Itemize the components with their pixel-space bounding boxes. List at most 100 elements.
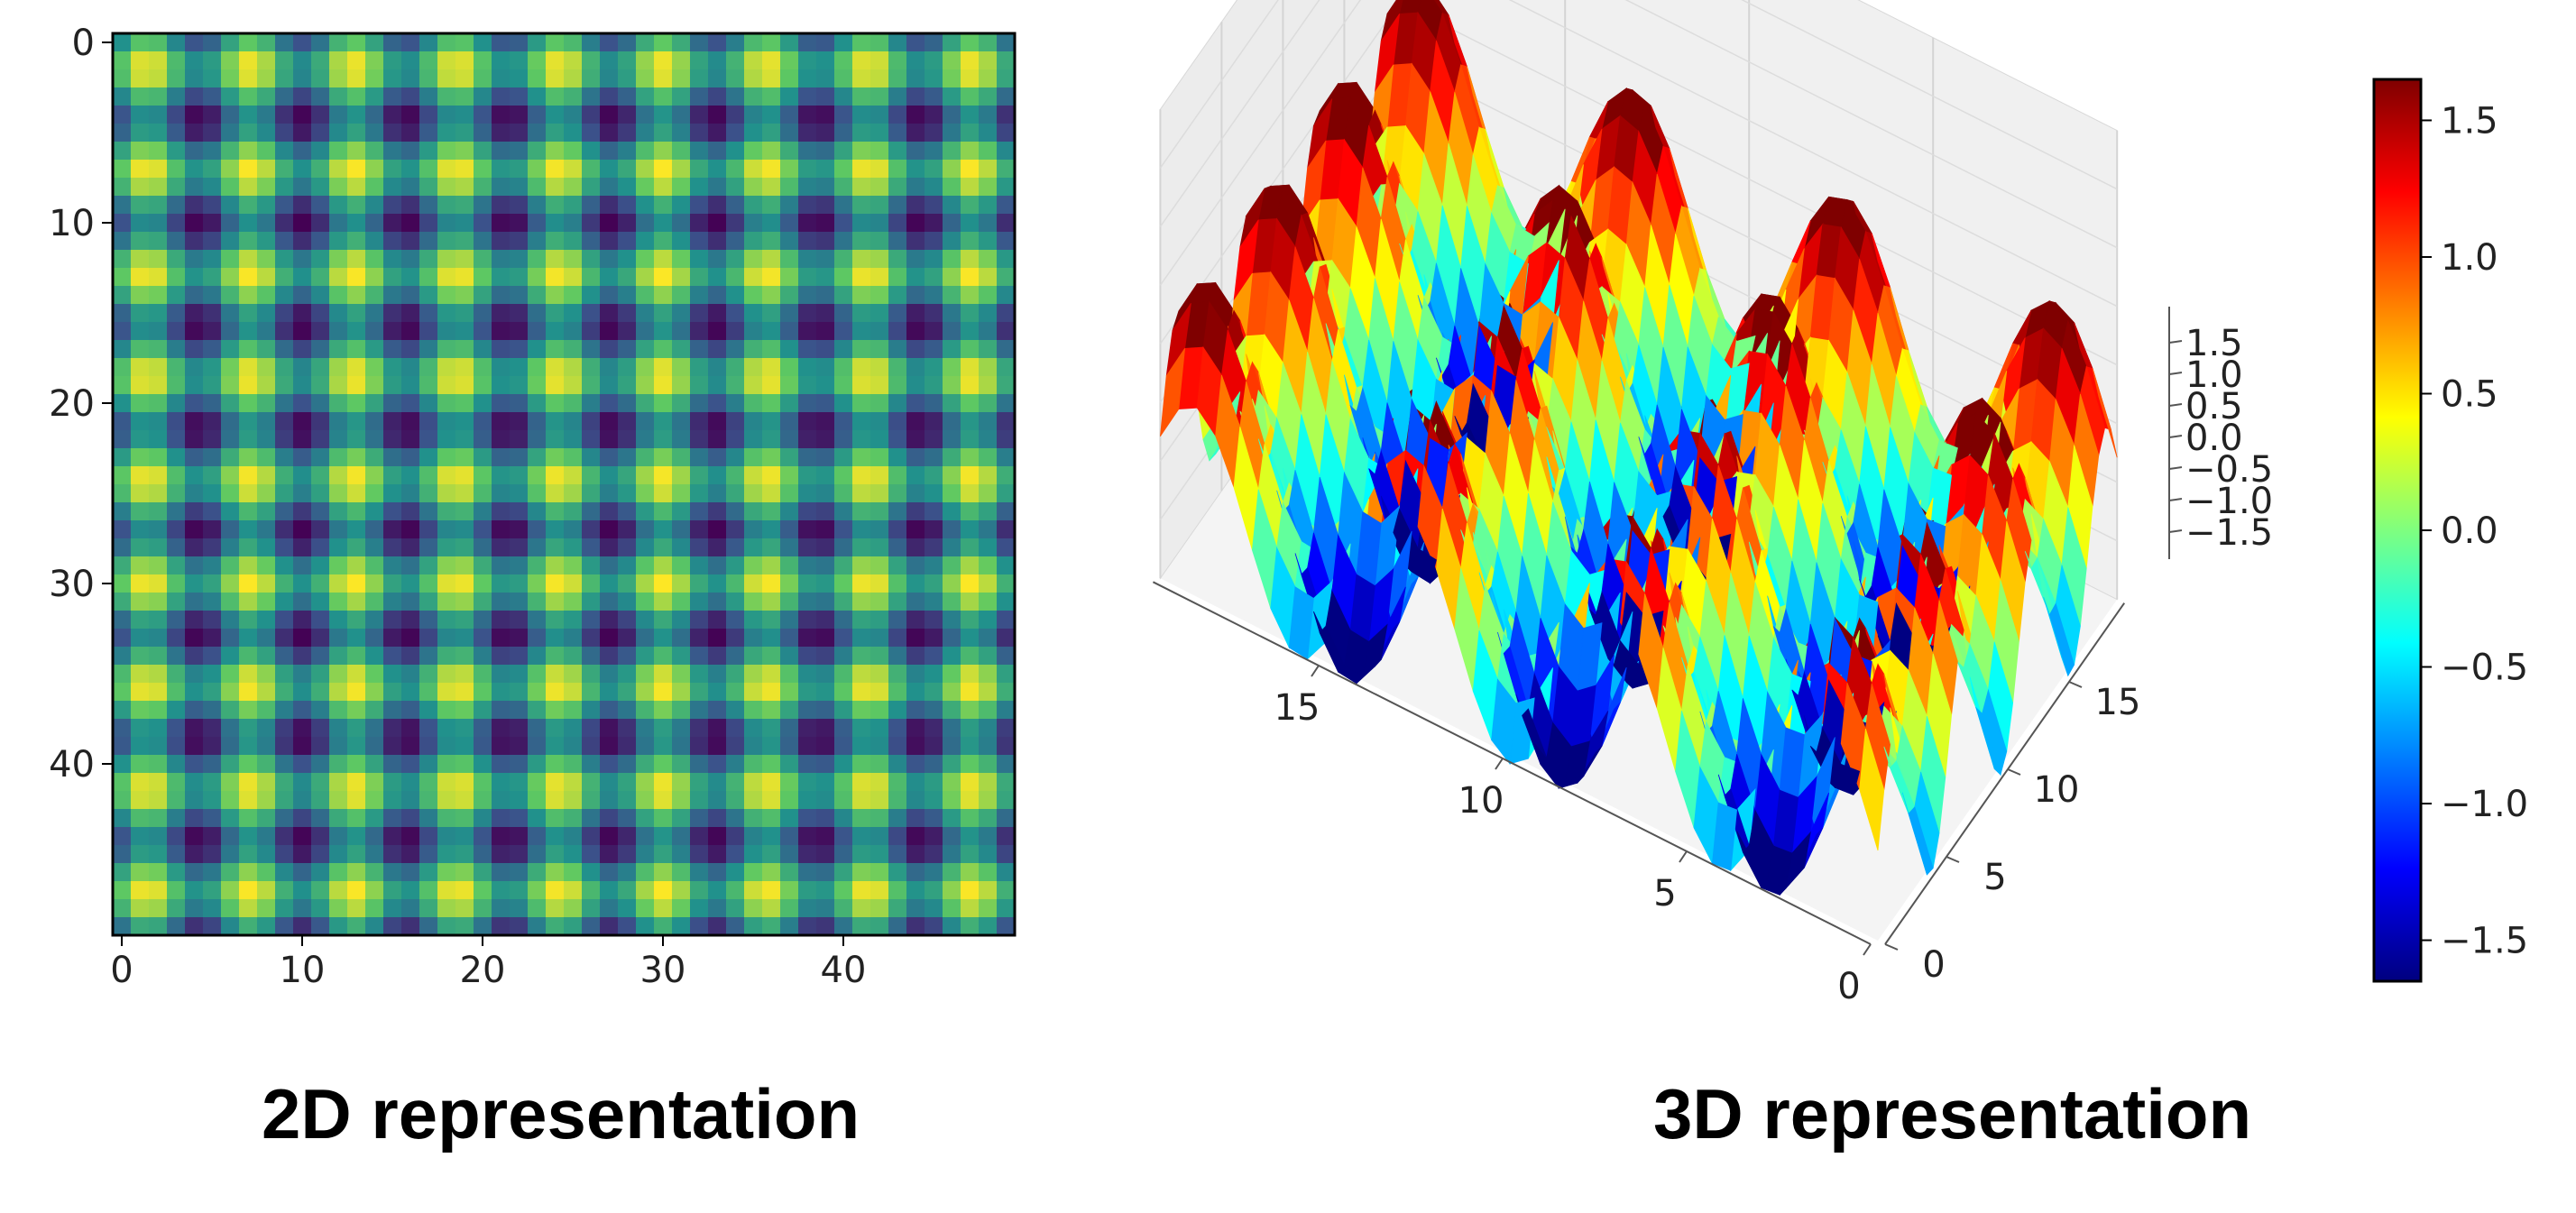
heatmap-cell [528, 124, 547, 142]
heatmap-cell [510, 899, 529, 918]
heatmap-cell [690, 33, 709, 52]
heatmap-cell [455, 394, 474, 413]
heatmap-cell [221, 611, 240, 629]
heatmap-cell [546, 106, 565, 124]
heatmap-cell [564, 142, 583, 161]
heatmap-cell [852, 358, 871, 377]
heatmap-cell [636, 611, 655, 629]
heatmap-cell [113, 647, 132, 666]
heatmap-cell [636, 268, 655, 287]
heatmap-cell [834, 647, 853, 666]
heatmap-cell [347, 51, 366, 70]
heatmap-cell [744, 250, 763, 269]
heatmap-cell [293, 899, 312, 918]
heatmap-cell [744, 304, 763, 323]
heatmap-cell [275, 160, 294, 179]
heatmap-cell [744, 629, 763, 648]
heatmap-cell [311, 304, 330, 323]
heatmap-cell [113, 881, 132, 900]
heatmap-cell [203, 178, 222, 197]
heatmap-cell [257, 412, 276, 431]
heatmap-cell [600, 87, 619, 106]
heatmap-cell [636, 701, 655, 720]
heatmap-cell [383, 250, 402, 269]
heatmap-cell [636, 232, 655, 251]
heatmap-cell [113, 574, 132, 593]
heatmap-cell [834, 178, 853, 197]
heatmap-cell [798, 899, 817, 918]
heatmap-cell [672, 142, 691, 161]
heatmap-cell [131, 629, 150, 648]
heatmap-cell [275, 647, 294, 666]
heatmap-cell [564, 69, 583, 88]
heatmap-cell [528, 917, 547, 936]
heatmap-cell [744, 917, 763, 936]
heatmap-cell [961, 178, 980, 197]
heatmap-cell [672, 791, 691, 810]
heatmap-cell [690, 51, 709, 70]
heatmap-cell [852, 538, 871, 557]
heatmap-cell [474, 69, 492, 88]
heatmap-cell [870, 845, 889, 864]
heatmap-cell [726, 448, 745, 467]
heatmap-cell [852, 629, 871, 648]
z-tick-label: −1.0 [2185, 481, 2273, 522]
heatmap-cell [131, 87, 150, 106]
heatmap-cell [383, 484, 402, 503]
heatmap-cell [961, 466, 980, 485]
heatmap-cell [834, 286, 853, 305]
heatmap-cell [275, 430, 294, 449]
heatmap-cell [437, 737, 456, 756]
heatmap-cell [744, 466, 763, 485]
heatmap-cell [888, 142, 907, 161]
heatmap-cell [600, 358, 619, 377]
heatmap-cell [564, 827, 583, 846]
heatmap-cell [528, 376, 547, 395]
heatmap-cell [762, 701, 781, 720]
heatmap-cell [943, 737, 961, 756]
heatmap-cell [239, 520, 258, 539]
heatmap-cell [311, 51, 330, 70]
heatmap-cell [780, 196, 799, 215]
heatmap-cell [654, 51, 673, 70]
heatmap-cell [852, 574, 871, 593]
heatmap-cell [437, 232, 456, 251]
heatmap-cell [618, 538, 637, 557]
heatmap-cell [383, 412, 402, 431]
heatmap-cell [654, 358, 673, 377]
heatmap-cell [528, 214, 547, 233]
heatmap-cell [167, 87, 186, 106]
heatmap-cell [852, 196, 871, 215]
heatmap-cell [744, 412, 763, 431]
heatmap-cell [167, 683, 186, 702]
heatmap-cell [564, 87, 583, 106]
heatmap-cell [365, 340, 384, 359]
heatmap-cell [167, 502, 186, 521]
heatmap-cell [528, 647, 547, 666]
heatmap-cell [257, 809, 276, 828]
heatmap-cell [780, 827, 799, 846]
heatmap-cell [257, 196, 276, 215]
heatmap-cell [203, 196, 222, 215]
heatmap-cell [149, 87, 168, 106]
heatmap-cell [834, 69, 853, 88]
heatmap-cell [762, 917, 781, 936]
heatmap-cell [510, 214, 529, 233]
heatmap-cell [816, 250, 835, 269]
heatmap-cell [528, 160, 547, 179]
heatmap-cell [582, 737, 601, 756]
heatmap-cell [311, 701, 330, 720]
heatmap-cell [618, 51, 637, 70]
heatmap-cell [275, 196, 294, 215]
heatmap-cell [203, 160, 222, 179]
heatmap-cell [798, 701, 817, 720]
heatmap-cell [528, 611, 547, 629]
heatmap-cell [618, 376, 637, 395]
heatmap-cell [888, 376, 907, 395]
heatmap-cell [762, 51, 781, 70]
heatmap-cell [221, 701, 240, 720]
heatmap-cell [636, 791, 655, 810]
x-tick-mark [1311, 665, 1320, 677]
heatmap-cell [455, 701, 474, 720]
heatmap-cell [582, 106, 601, 124]
